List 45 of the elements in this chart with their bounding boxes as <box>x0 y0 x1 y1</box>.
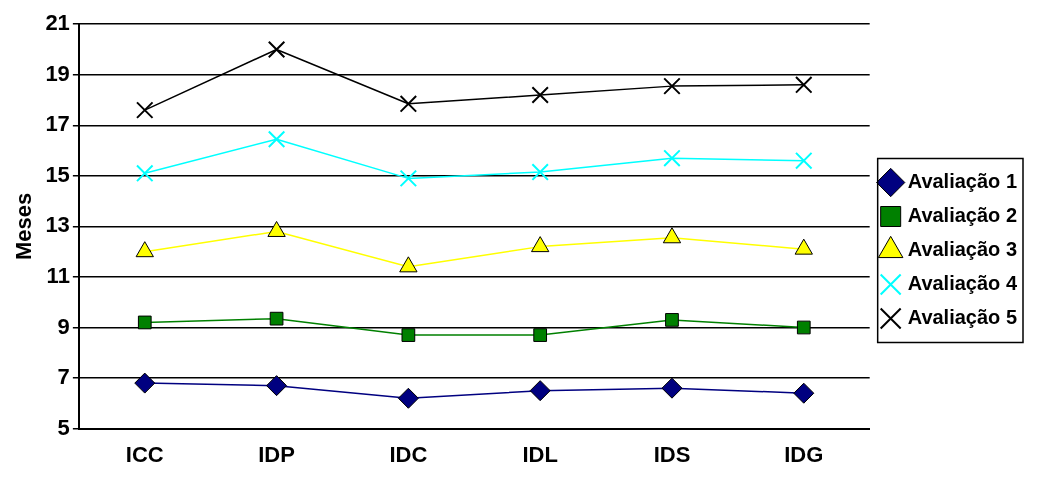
x-tick-label: IDC <box>389 441 428 467</box>
x-tick-label: IDP <box>258 441 295 467</box>
x-tick-label: ICC <box>125 441 164 467</box>
point <box>137 315 152 330</box>
legend-label: Avaliação 4 <box>907 272 1018 295</box>
point <box>529 380 551 402</box>
point <box>134 372 156 394</box>
point <box>795 76 813 94</box>
y-axis-title: Meses <box>11 192 37 261</box>
legend-label: Avaliação 5 <box>907 306 1017 329</box>
point <box>135 164 154 183</box>
point <box>533 328 548 342</box>
point <box>531 86 549 104</box>
point <box>267 130 286 148</box>
point <box>266 375 288 397</box>
x-tick-label: IDS <box>653 441 691 467</box>
y-tick-label: 17 <box>45 111 70 137</box>
legend-label: Avaliação 3 <box>907 238 1017 261</box>
y-tick-label: 11 <box>46 263 70 289</box>
point <box>269 311 284 326</box>
point <box>663 77 681 95</box>
point <box>267 40 286 59</box>
y-tick-label: 5 <box>57 414 70 440</box>
point <box>135 101 154 119</box>
point <box>401 328 416 342</box>
y-tick-label: 15 <box>45 161 70 187</box>
y-tick-label: 19 <box>45 60 70 86</box>
y-tick-label: 7 <box>57 364 70 390</box>
point <box>661 377 683 399</box>
y-tick-label: 9 <box>57 313 70 339</box>
x-tick-label: IDG <box>784 441 824 467</box>
y-tick-label: 13 <box>45 212 70 238</box>
legend-label: Avaliação 1 <box>907 170 1017 193</box>
x-tick-label: IDL <box>522 441 558 467</box>
point <box>663 149 681 167</box>
point <box>399 95 418 113</box>
point <box>397 387 419 409</box>
point <box>796 320 811 335</box>
point <box>399 169 418 188</box>
point <box>795 151 813 170</box>
y-tick-label: 21 <box>45 10 70 36</box>
point <box>531 163 549 181</box>
point <box>665 313 679 327</box>
legend-label: Avaliação 2 <box>907 204 1017 227</box>
point <box>793 382 815 404</box>
